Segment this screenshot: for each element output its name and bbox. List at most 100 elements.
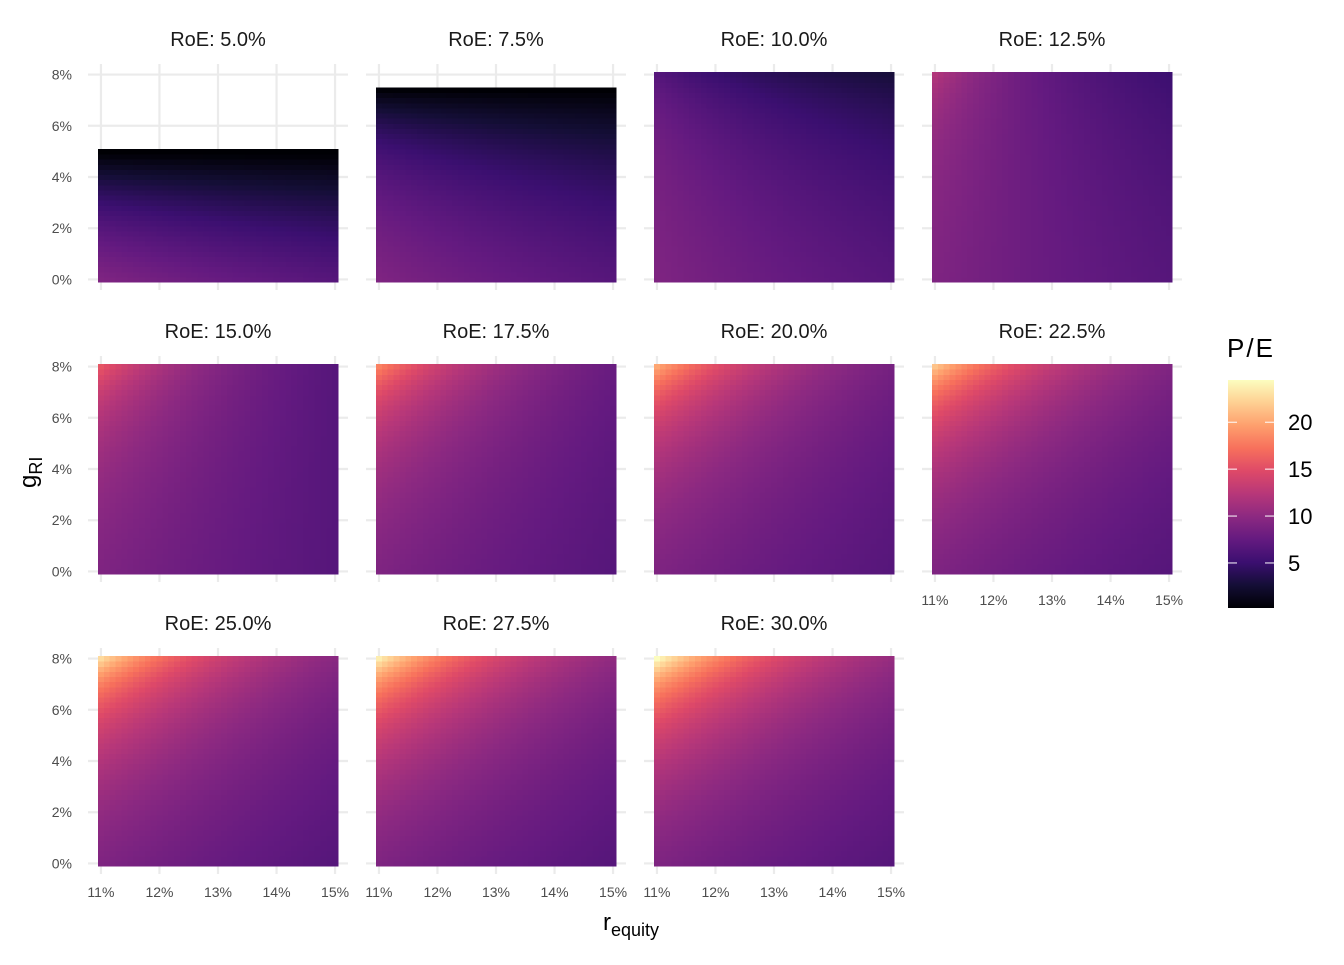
- heatmap-cell: [423, 118, 429, 124]
- heatmap-cell: [268, 185, 274, 191]
- heatmap-cell: [121, 226, 127, 232]
- heatmap-cell: [487, 133, 493, 139]
- heatmap-cell: [268, 200, 274, 206]
- heatmap-cell: [546, 159, 552, 165]
- heatmap-cell: [487, 251, 493, 257]
- heatmap-cell: [794, 185, 800, 191]
- heatmap-cell: [233, 236, 239, 242]
- heatmap-cell: [464, 98, 470, 104]
- heatmap-cell: [1032, 221, 1038, 227]
- heatmap-cell: [192, 256, 198, 262]
- heatmap-cell: [215, 200, 221, 206]
- heatmap-cell: [783, 190, 789, 196]
- heatmap-cell: [552, 118, 558, 124]
- heatmap-cell: [1143, 221, 1149, 227]
- heatmap-cell: [806, 205, 812, 211]
- heatmap-cell: [800, 185, 806, 191]
- heatmap-cell: [244, 236, 250, 242]
- heatmap-cell: [812, 251, 818, 257]
- heatmap-cell: [446, 144, 452, 150]
- heatmap-cell: [405, 185, 411, 191]
- heatmap-cell: [481, 164, 487, 170]
- heatmap-cell: [546, 154, 552, 160]
- heatmap-cell: [730, 190, 736, 196]
- heatmap-cell: [174, 185, 180, 191]
- heatmap-cell: [1090, 231, 1096, 237]
- heatmap-cell: [1084, 236, 1090, 242]
- heatmap-cell: [853, 159, 859, 165]
- heatmap-cell: [818, 226, 824, 232]
- heatmap-cell: [233, 267, 239, 273]
- heatmap-cell: [812, 98, 818, 104]
- heatmap-cell: [399, 226, 405, 232]
- heatmap-cell: [865, 195, 871, 201]
- heatmap-cell: [847, 205, 853, 211]
- heatmap-cell: [806, 159, 812, 165]
- heatmap-cell: [1119, 246, 1125, 252]
- heatmap-cell: [110, 221, 116, 227]
- heatmap-cell: [133, 164, 139, 170]
- heatmap-cell: [666, 159, 672, 165]
- heatmap-cell: [203, 262, 209, 268]
- heatmap-cell: [672, 195, 678, 201]
- heatmap-cell: [446, 113, 452, 119]
- heatmap-cell: [168, 190, 174, 196]
- heatmap-cell: [783, 256, 789, 262]
- heatmap-cell: [818, 195, 824, 201]
- heatmap-cell: [771, 82, 777, 88]
- heatmap-cell: [835, 205, 841, 211]
- heatmap-cell: [186, 174, 192, 180]
- heatmap-cell: [516, 144, 522, 150]
- heatmap-cell: [800, 144, 806, 150]
- heatmap-cell: [701, 221, 707, 227]
- heatmap-cell: [1049, 256, 1055, 262]
- heatmap-cell: [186, 180, 192, 186]
- heatmap-cell: [806, 236, 812, 242]
- heatmap-cell: [672, 241, 678, 247]
- heatmap-cell: [1037, 231, 1043, 237]
- heatmap-cell: [748, 236, 754, 242]
- heatmap-cell: [783, 77, 789, 83]
- heatmap-cell: [742, 87, 748, 93]
- heatmap-cell: [724, 190, 730, 196]
- heatmap-cell: [581, 113, 587, 119]
- heatmap-cell: [1049, 241, 1055, 247]
- heatmap-cell: [991, 256, 997, 262]
- heatmap-cell: [405, 154, 411, 160]
- heatmap-cell: [718, 185, 724, 191]
- heatmap-cell: [748, 118, 754, 124]
- heatmap-cell: [759, 256, 765, 262]
- heatmap-cell: [777, 272, 783, 278]
- heatmap-cell: [121, 195, 127, 201]
- heatmap-cell: [162, 215, 168, 221]
- heatmap-cell: [552, 123, 558, 129]
- heatmap-cell: [244, 169, 250, 175]
- heatmap-cell: [683, 133, 689, 139]
- heatmap-cell: [394, 174, 400, 180]
- heatmap-cell: [575, 272, 581, 278]
- heatmap-cell: [1096, 246, 1102, 252]
- heatmap-cell: [388, 256, 394, 262]
- heatmap-cell: [835, 272, 841, 278]
- heatmap-cell: [1166, 236, 1172, 242]
- heatmap-cell: [203, 231, 209, 237]
- heatmap-cell: [411, 277, 417, 283]
- heatmap-cell: [162, 174, 168, 180]
- heatmap-cell: [1055, 272, 1061, 278]
- heatmap-cell: [677, 185, 683, 191]
- heatmap-cell: [268, 251, 274, 257]
- heatmap-cell: [505, 139, 511, 145]
- heatmap-cell: [481, 174, 487, 180]
- heatmap-cell: [654, 236, 660, 242]
- heatmap-cell: [516, 180, 522, 186]
- heatmap-cell: [683, 139, 689, 145]
- heatmap-cell: [666, 215, 672, 221]
- heatmap-cell: [493, 256, 499, 262]
- heatmap-cell: [865, 190, 871, 196]
- heatmap-cell: [244, 190, 250, 196]
- heatmap-cell: [695, 82, 701, 88]
- heatmap-cell: [736, 205, 742, 211]
- heatmap-cell: [1037, 241, 1043, 247]
- heatmap-cell: [279, 200, 285, 206]
- heatmap-cell: [470, 221, 476, 227]
